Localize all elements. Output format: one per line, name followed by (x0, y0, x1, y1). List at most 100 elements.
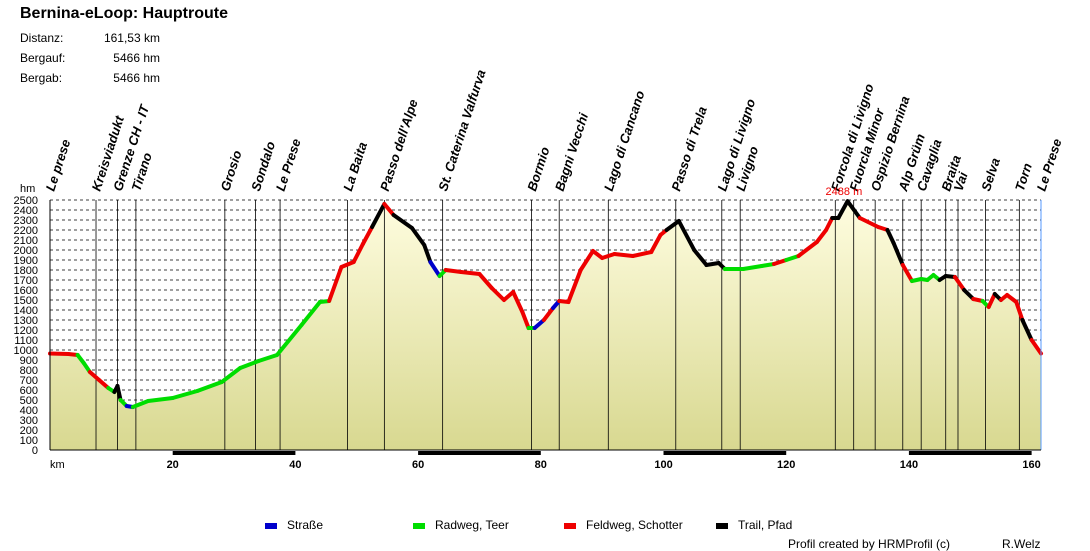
x-tick-label: 160 (1022, 459, 1040, 471)
route-segment (845, 199, 862, 220)
x-scale-bar (418, 451, 541, 455)
legend-swatch-radweg (413, 523, 425, 529)
route-segment (97, 378, 111, 390)
route-segment (274, 323, 304, 357)
waypoint-label: Passo dell'Alpe (377, 97, 421, 193)
x-tick-label: 120 (777, 459, 795, 471)
route-segment (566, 268, 583, 304)
waypoint-label: Le prese (43, 137, 74, 193)
route-segment (409, 226, 427, 247)
y-tick-label: 1000 (14, 345, 38, 357)
route-segment (422, 243, 433, 264)
y-tick-label: 1600 (14, 285, 38, 297)
route-segment (676, 219, 697, 252)
route-segment (391, 213, 414, 230)
route-segment (360, 225, 375, 246)
y-tick-label: 800 (20, 365, 38, 377)
stat-ascent-value: 5466 hm (113, 51, 160, 65)
route-segment (962, 288, 976, 301)
axes: 0100200300400500600700800900100011001200… (14, 183, 1042, 471)
route-segment (382, 202, 396, 217)
route-segment (649, 233, 663, 254)
route-segment (256, 353, 279, 363)
route-segment (824, 216, 835, 232)
route-segment (796, 240, 819, 258)
y-tick-label: 2200 (14, 225, 38, 237)
route-segment (489, 286, 506, 302)
route-segment (692, 248, 709, 267)
y-tick-label: 100 (20, 435, 38, 447)
waypoint-label: Passo di Trela (668, 105, 709, 193)
waypoint-label: Bormio (524, 145, 552, 193)
y-tick-label: 1400 (14, 305, 38, 317)
stat-distance-label: Distanz: (20, 31, 64, 45)
route-segment (170, 389, 200, 400)
route-segment (130, 399, 151, 409)
route-segment (115, 384, 123, 402)
y-tick-label: 2000 (14, 245, 38, 257)
route-segment (891, 241, 905, 267)
route-segment (885, 228, 896, 245)
route-segment (952, 275, 967, 292)
waypoint-lines (49, 200, 1042, 450)
y-tick-label: 300 (20, 415, 38, 427)
route-segment (443, 268, 464, 274)
route-segment (146, 396, 175, 403)
credit-text: Profil created by HRMProfil (c) (788, 537, 951, 551)
legend-label-strasse: Straße (287, 518, 324, 532)
route-segment (1020, 318, 1034, 342)
waypoint-label: La Baita (340, 140, 370, 193)
route-segment (532, 318, 546, 330)
route-segment (600, 252, 617, 260)
route-segment (87, 370, 102, 382)
y-axis-label: hm (20, 183, 35, 195)
route-segment (578, 249, 595, 272)
route-segment (836, 199, 850, 220)
x-tick-label: 100 (654, 459, 672, 471)
route-segment (741, 264, 764, 271)
route-segment (351, 242, 365, 264)
x-tick-label: 40 (289, 459, 301, 471)
legend-swatch-feldweg (564, 523, 576, 529)
x-scale-bar (172, 451, 296, 455)
y-tick-label: 600 (20, 385, 38, 397)
x-scale-bar (908, 451, 1032, 455)
route-segment (814, 228, 829, 244)
route-segment (1029, 338, 1043, 356)
stat-ascent: Bergauf: 5466 hm (20, 51, 160, 67)
route-segment (327, 265, 344, 303)
route-segments (48, 199, 1043, 409)
x-tick-label: 80 (535, 459, 547, 471)
route-segment (784, 254, 801, 262)
chart-title: Bernina-eLoop: Hauptroute (20, 5, 228, 22)
stat-descent: Bergab: 5466 hm (20, 71, 160, 87)
legend-swatch-strasse (265, 523, 277, 529)
waypoint-label: Le Prese (1034, 137, 1065, 193)
y-tick-label: 500 (20, 395, 38, 407)
y-tick-label: 900 (20, 355, 38, 367)
y-tick-label: 1900 (14, 255, 38, 267)
route-segment (299, 300, 322, 327)
route-segment (771, 258, 789, 266)
y-tick-label: 400 (20, 405, 38, 417)
stat-distance: Distanz: 161,53 km (20, 31, 160, 47)
y-tick-label: 1100 (14, 335, 38, 347)
legend-label-feldweg: Feldweg, Schotter (586, 518, 683, 532)
y-tick-label: 2400 (14, 205, 38, 217)
route-segment (238, 359, 261, 370)
route-segment (630, 250, 654, 258)
x-axis-label: km (50, 459, 65, 471)
x-scale-bar (663, 451, 787, 455)
y-tick-label: 1200 (14, 325, 38, 337)
route-segment (541, 306, 556, 322)
waypoint-label: Selva (978, 156, 1003, 193)
x-tick-label: 60 (412, 459, 424, 471)
legend-label-trail: Trail, Pfad (738, 518, 793, 532)
stat-descent-value: 5466 hm (113, 71, 160, 85)
max-elevation-label: 2488 m (826, 186, 863, 198)
y-tick-label: 0 (32, 445, 38, 457)
route-segment (664, 219, 681, 232)
route-segment (48, 351, 71, 356)
y-tick-label: 1800 (14, 265, 38, 277)
